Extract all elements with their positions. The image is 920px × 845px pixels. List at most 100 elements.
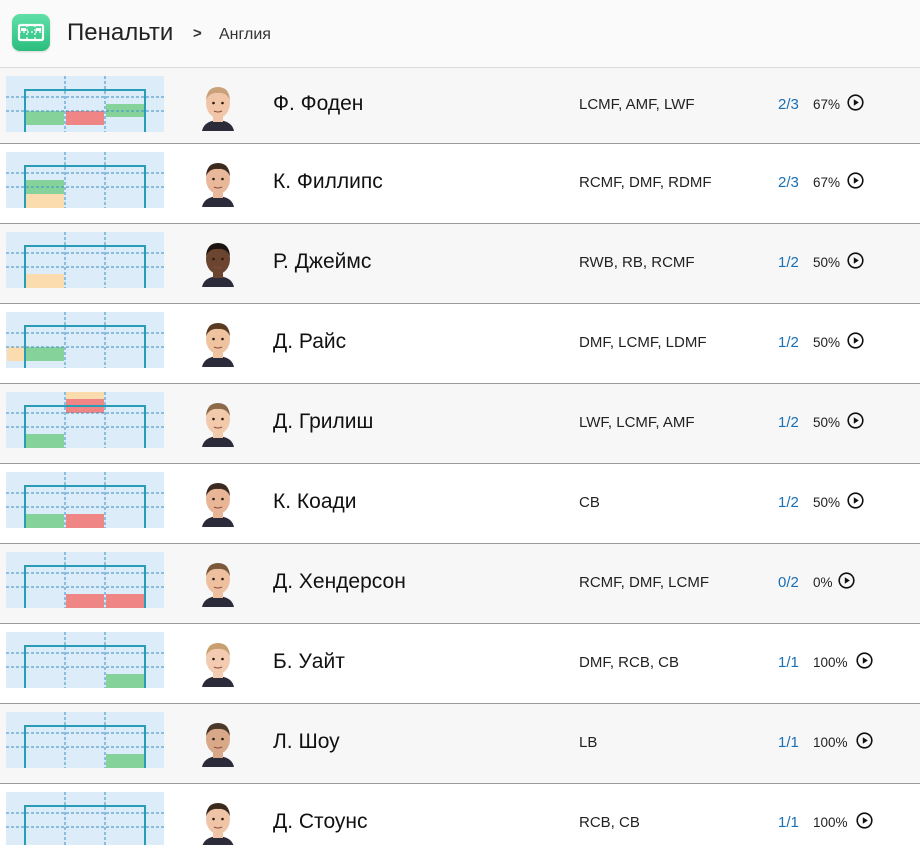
- player-name[interactable]: Д. Грилиш: [273, 410, 374, 433]
- play-video-icon[interactable]: [856, 652, 873, 669]
- penalty-goal-icon[interactable]: [12, 14, 50, 51]
- shot-zone-missed: [26, 194, 64, 208]
- penalty-score: 2/3: [778, 96, 799, 113]
- player-positions: CB: [579, 494, 600, 511]
- player-row[interactable]: Д. Грилиш LWF, LCMF, AMF 1/2 50%: [0, 384, 920, 464]
- breadcrumb-separator: >: [193, 25, 202, 42]
- penalty-score: 1/2: [778, 414, 799, 431]
- penalty-goal-map: [6, 232, 164, 288]
- player-name[interactable]: Ф. Фоден: [273, 92, 364, 115]
- play-video-icon[interactable]: [847, 94, 864, 111]
- penalty-goal-map: [6, 792, 164, 845]
- player-name[interactable]: Д. Райс: [273, 330, 347, 353]
- page-title: Пенальти: [67, 19, 174, 46]
- conversion-percent: 100%: [813, 735, 848, 750]
- conversion-percent: 67%: [813, 175, 841, 190]
- player-name[interactable]: Д. Стоунс: [273, 810, 368, 833]
- player-row[interactable]: Б. Уайт DMF, RCB, CB 1/1 100%: [0, 624, 920, 704]
- player-name[interactable]: К. Коади: [273, 490, 357, 513]
- player-avatar[interactable]: [198, 83, 238, 131]
- penalty-goal-map: [6, 152, 164, 208]
- play-video-icon[interactable]: [838, 572, 855, 589]
- penalty-goal-map: [6, 312, 164, 368]
- play-video-icon[interactable]: [847, 332, 864, 349]
- penalty-goal-map: [6, 632, 164, 688]
- shot-zone-missed: [26, 274, 64, 288]
- conversion-percent: 50%: [813, 335, 841, 350]
- player-avatar[interactable]: [198, 319, 238, 367]
- penalty-goal-map: [6, 472, 164, 528]
- play-video-icon[interactable]: [847, 252, 864, 269]
- player-positions: RWB, RB, RCMF: [579, 254, 695, 271]
- player-row[interactable]: Л. Шоу LB 1/1 100%: [0, 704, 920, 784]
- shot-zone-missed: [66, 392, 104, 399]
- penalty-score: 2/3: [778, 174, 799, 191]
- play-video-icon[interactable]: [856, 812, 873, 829]
- page-header: Пенальти > Англия: [0, 0, 920, 68]
- player-row[interactable]: Д. Хендерсон RCMF, DMF, LCMF 0/2 0%: [0, 544, 920, 624]
- play-video-icon[interactable]: [847, 492, 864, 509]
- player-avatar[interactable]: [198, 479, 238, 527]
- player-row[interactable]: Р. Джеймс RWB, RB, RCMF 1/2 50%: [0, 224, 920, 304]
- penalty-goal-map: [6, 76, 164, 132]
- conversion-percent: 67%: [813, 97, 841, 112]
- player-positions: LWF, LCMF, AMF: [579, 414, 695, 431]
- player-positions: LCMF, AMF, LWF: [579, 96, 695, 113]
- penalty-goal-map: [6, 552, 164, 608]
- penalty-score: 1/2: [778, 254, 799, 271]
- conversion-percent: 50%: [813, 255, 841, 270]
- shot-zone-saved: [66, 594, 104, 608]
- play-video-icon[interactable]: [847, 172, 864, 189]
- player-positions: DMF, LCMF, LDMF: [579, 334, 707, 351]
- shot-zone-scored: [26, 347, 64, 361]
- play-video-icon[interactable]: [856, 732, 873, 749]
- penalty-score: 1/1: [778, 734, 799, 751]
- shot-zone-scored: [106, 104, 144, 117]
- shot-zone-scored: [106, 754, 144, 768]
- penalty-list: Ф. Фоден LCMF, AMF, LWF 2/3 67% К. Филлипс RC…: [0, 68, 920, 845]
- player-avatar[interactable]: [198, 559, 238, 607]
- penalty-score: 1/2: [778, 494, 799, 511]
- conversion-percent: 100%: [813, 815, 848, 830]
- player-positions: DMF, RCB, CB: [579, 654, 680, 671]
- player-name[interactable]: Л. Шоу: [273, 730, 340, 753]
- player-row[interactable]: К. Филлипс RCMF, DMF, RDMF 2/3 67%: [0, 144, 920, 224]
- player-avatar[interactable]: [198, 399, 238, 447]
- player-name[interactable]: Д. Хендерсон: [273, 570, 406, 593]
- player-avatar[interactable]: [198, 799, 238, 845]
- player-avatar[interactable]: [198, 159, 238, 207]
- shot-zone-scored: [26, 514, 64, 528]
- shot-zone-saved: [66, 514, 104, 528]
- conversion-percent: 0%: [813, 575, 833, 590]
- player-positions: RCB, CB: [579, 814, 640, 831]
- player-avatar[interactable]: [198, 239, 238, 287]
- player-name[interactable]: К. Филлипс: [273, 170, 383, 193]
- play-video-icon[interactable]: [847, 412, 864, 429]
- shot-zone-scored: [106, 674, 144, 688]
- player-row[interactable]: Д. Стоунс RCB, CB 1/1 100%: [0, 784, 920, 845]
- player-row[interactable]: Ф. Фоден LCMF, AMF, LWF 2/3 67%: [0, 68, 920, 144]
- conversion-percent: 50%: [813, 495, 841, 510]
- penalty-score: 1/1: [778, 814, 799, 831]
- conversion-percent: 50%: [813, 415, 841, 430]
- player-positions: RCMF, DMF, LCMF: [579, 574, 709, 591]
- shot-zone-scored: [26, 111, 64, 125]
- penalty-goal-map: [6, 392, 164, 448]
- conversion-percent: 100%: [813, 655, 848, 670]
- player-row[interactable]: К. Коади CB 1/2 50%: [0, 464, 920, 544]
- shot-zone-scored: [26, 434, 64, 448]
- player-name[interactable]: Б. Уайт: [273, 650, 345, 673]
- player-avatar[interactable]: [198, 719, 238, 767]
- player-avatar[interactable]: [198, 639, 238, 687]
- player-positions: RCMF, DMF, RDMF: [579, 174, 712, 191]
- breadcrumb[interactable]: Англия: [219, 26, 271, 43]
- penalty-score: 0/2: [778, 574, 799, 591]
- penalty-score: 1/2: [778, 334, 799, 351]
- penalty-goal-map: [6, 712, 164, 768]
- player-positions: LB: [579, 734, 598, 751]
- player-name[interactable]: Р. Джеймс: [273, 250, 372, 273]
- shot-zone-missed: [7, 347, 24, 361]
- penalty-score: 1/1: [778, 654, 799, 671]
- shot-zone-saved: [106, 594, 144, 608]
- player-row[interactable]: Д. Райс DMF, LCMF, LDMF 1/2 50%: [0, 304, 920, 384]
